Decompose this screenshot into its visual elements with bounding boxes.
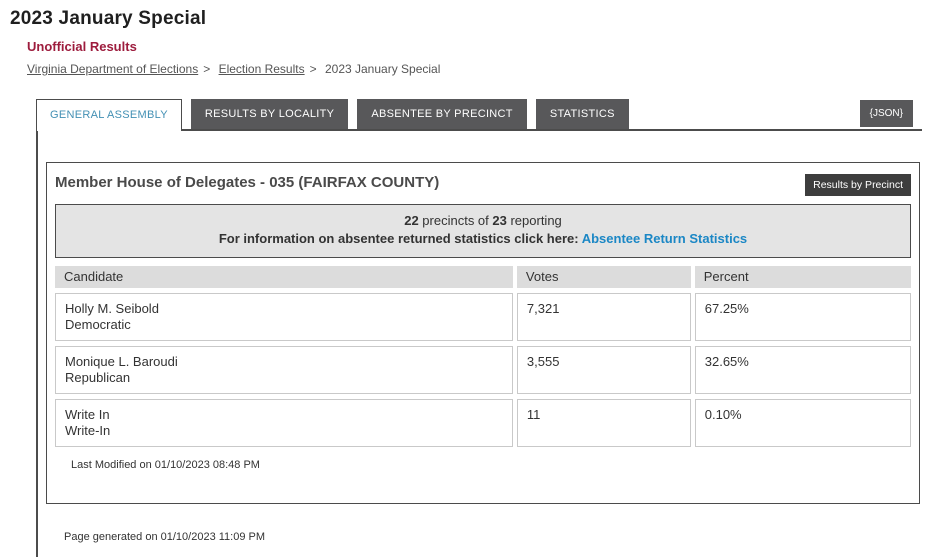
reporting-info-box: 22 precincts of 23 reporting For informa… bbox=[55, 204, 911, 258]
candidate-column-header: Candidate bbox=[55, 266, 513, 288]
candidate-cell: Holly M. Seibold Democratic bbox=[55, 293, 513, 341]
tab[interactable]: RESULTS BY LOCALITY bbox=[190, 99, 349, 129]
breadcrumb-item: 2023 January Special> bbox=[325, 62, 440, 76]
breadcrumb-link[interactable]: Election Results bbox=[218, 62, 305, 76]
breadcrumb-item: Election Results > bbox=[219, 62, 322, 76]
votes-cell: 7,321 bbox=[516, 293, 691, 341]
candidate-name: Holly M. Seibold bbox=[65, 301, 159, 316]
page-title: 2023 January Special bbox=[10, 8, 207, 29]
percent-cell: 0.10% bbox=[694, 399, 911, 447]
precincts-reporting-count: 22 bbox=[404, 213, 419, 228]
last-modified-text: Last Modified on 01/10/2023 08:48 PM bbox=[71, 459, 260, 471]
tab[interactable]: ABSENTEE BY PRECINCT bbox=[357, 99, 527, 129]
results-table-body: Holly M. Seibold Democratic 7,321 67.25%… bbox=[55, 293, 911, 447]
tab-content-area: Member House of Delegates - 035 (FAIRFAX… bbox=[36, 131, 931, 557]
tabs-group: GENERAL ASSEMBLY RESULTS BY LOCALITY ABS… bbox=[36, 99, 638, 131]
contest-title: Member House of Delegates - 035 (FAIRFAX… bbox=[55, 174, 440, 191]
candidate-party: Write-In bbox=[65, 423, 111, 438]
table-row: Monique L. Baroudi Republican 3,555 32.6… bbox=[55, 346, 911, 394]
breadcrumb-current: 2023 January Special bbox=[324, 62, 441, 76]
tab[interactable]: GENERAL ASSEMBLY bbox=[36, 99, 182, 131]
tab[interactable]: STATISTICS bbox=[535, 99, 629, 129]
candidate-party: Republican bbox=[65, 370, 131, 385]
json-button[interactable]: {JSON} bbox=[859, 100, 913, 127]
unofficial-results-label: Unofficial Results bbox=[27, 39, 137, 54]
absentee-info-text: For information on absentee returned sta… bbox=[218, 231, 582, 246]
precincts-total-count: 23 bbox=[492, 213, 507, 228]
tab-bar: GENERAL ASSEMBLY RESULTS BY LOCALITY ABS… bbox=[36, 99, 922, 131]
results-by-precinct-button[interactable]: Results by Precinct bbox=[805, 174, 911, 196]
absentee-return-statistics-link[interactable]: Absentee Return Statistics bbox=[581, 231, 748, 246]
votes-cell: 11 bbox=[516, 399, 691, 447]
breadcrumb-item: Virginia Department of Elections > bbox=[27, 62, 215, 76]
candidate-name: Monique L. Baroudi bbox=[65, 354, 178, 369]
breadcrumb-link[interactable]: Virginia Department of Elections bbox=[27, 62, 199, 76]
votes-column-header: Votes bbox=[516, 266, 691, 288]
precincts-reporting-line: 22 precincts of 23 reporting bbox=[404, 213, 562, 228]
percent-column-header: Percent bbox=[694, 266, 911, 288]
breadcrumb: Virginia Department of Elections > Electi… bbox=[27, 62, 931, 76]
table-row: Holly M. Seibold Democratic 7,321 67.25% bbox=[55, 293, 911, 341]
candidate-cell: Write In Write-In bbox=[55, 399, 513, 447]
page-generated-text: Page generated on 01/10/2023 11:09 PM bbox=[64, 531, 266, 543]
percent-cell: 32.65% bbox=[694, 346, 911, 394]
candidate-name: Write In bbox=[65, 407, 110, 422]
candidate-party: Democratic bbox=[65, 317, 131, 332]
votes-cell: 3,555 bbox=[516, 346, 691, 394]
candidate-cell: Monique L. Baroudi Republican bbox=[55, 346, 513, 394]
results-table: Candidate Votes Percent Holly M. Seibold… bbox=[51, 261, 915, 452]
contest-panel: Member House of Delegates - 035 (FAIRFAX… bbox=[46, 162, 920, 504]
absentee-info-line: For information on absentee returned sta… bbox=[64, 230, 902, 248]
contest-panel-header: Member House of Delegates - 035 (FAIRFAX… bbox=[55, 171, 911, 204]
table-row: Write In Write-In 11 0.10% bbox=[55, 399, 911, 447]
breadcrumb-separator: > bbox=[309, 62, 317, 76]
percent-cell: 67.25% bbox=[694, 293, 911, 341]
table-header-row: Candidate Votes Percent bbox=[55, 266, 911, 288]
breadcrumb-separator: > bbox=[203, 62, 211, 76]
